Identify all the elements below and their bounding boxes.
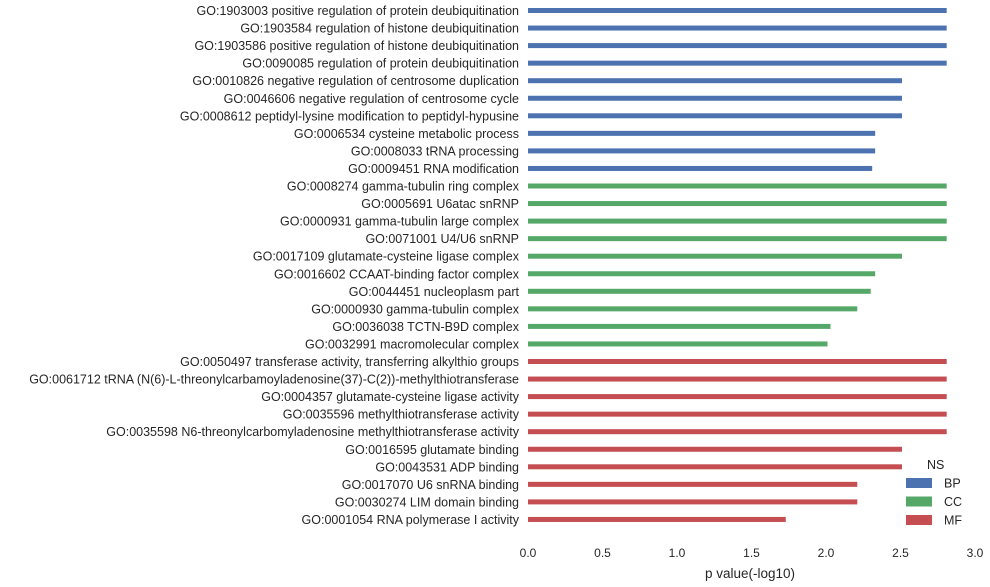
legend-label: CC [944,495,962,509]
legend: NS BP CC MF [906,458,962,528]
category-label: GO:1903584 regulation of histone deubiqu… [240,22,519,36]
category-label: GO:0004357 glutamate-cysteine ligase act… [261,390,520,404]
x-tick-label: 0.0 [520,546,537,560]
category-label: GO:0032991 macromolecular complex [305,337,520,351]
category-label: GO:0005691 U6atac snRNP [361,197,519,211]
x-axis-ticks-layer: 0.0 0.5 1.0 1.5 2.0 2.5 3.0 [520,546,984,560]
category-label: GO:0050497 transferase activity, transfe… [180,355,519,369]
category-label: GO:0001054 RNA polymerase I activity [302,513,520,527]
category-label: GO:0006534 cysteine metabolic process [294,127,519,141]
category-label: GO:0035596 methylthiotransferase activit… [283,408,520,422]
bar [528,113,902,119]
bar [528,130,876,136]
category-label: GO:0016602 CCAAT-binding factor complex [274,267,520,281]
bar [528,8,947,13]
category-label: GO:0046606 negative regulation of centro… [224,92,519,106]
x-axis-label: p value(-log10) [705,566,795,581]
category-label: GO:0036038 TCTN-B9D complex [332,320,519,334]
bar [528,78,902,84]
category-label: GO:0090085 regulation of protein deubiqu… [242,57,519,71]
category-label: GO:0000931 gamma-tubulin large complex [280,215,520,229]
category-label: GO:0043531 ADP binding [375,460,519,474]
category-label: GO:0071001 U4/U6 snRNP [365,232,519,246]
category-label: GO:1903003 positive regulation of protei… [197,4,519,18]
x-tick-label: 2.0 [818,546,835,560]
bar [528,446,902,452]
bar [528,253,902,259]
bar [528,394,947,400]
category-label: GO:0008274 gamma-tubulin ring complex [287,180,520,194]
x-tick-label: 1.0 [669,546,686,560]
bar [528,288,871,294]
legend-title: NS [927,458,944,472]
category-label: GO:0009451 RNA modification [348,162,519,176]
category-label: GO:0017070 U6 snRNA binding [342,478,519,492]
bar [528,183,947,189]
category-label: GO:1903586 positive regulation of histon… [194,39,519,53]
x-tick-label: 1.5 [743,546,760,560]
bar [528,165,873,171]
legend-swatch [906,496,932,507]
category-label: GO:0061712 tRNA (N(6)-L-threonylcarbamoy… [29,373,519,387]
category-label: GO:0008033 tRNA processing [351,144,519,158]
legend-swatch [906,478,932,488]
bar [528,25,947,31]
bar [528,95,902,101]
bars-layer [528,8,947,522]
x-tick-label: 0.5 [594,546,611,560]
category-label: GO:0000930 gamma-tubulin complex [311,302,520,316]
category-label: GO:0044451 nucleoplasm part [349,285,520,299]
bar [528,201,947,207]
bar [528,236,947,242]
bar [528,464,902,470]
x-tick-label: 3.0 [967,546,984,560]
legend-swatch [906,515,932,525]
category-label: GO:0008612 peptidyl-lysine modification … [180,109,519,123]
bar [528,218,947,224]
legend-label: MF [944,514,962,528]
bar [528,306,858,312]
category-label: GO:0030274 LIM domain binding [335,495,519,509]
bar [528,499,858,505]
category-label: GO:0017109 glutamate-cysteine ligase com… [253,250,520,264]
category-label: GO:0035598 N6-threonylcarbomyladenosine … [106,425,519,439]
bar [528,516,786,522]
category-label: GO:0016595 glutamate binding [345,443,519,457]
bar [528,43,947,49]
bar [528,60,947,66]
x-tick-label: 2.5 [892,546,909,560]
category-label: GO:0010826 negative regulation of centro… [192,74,519,88]
bar [528,376,947,382]
bar [528,411,947,417]
bar [528,271,876,277]
bar [528,359,947,364]
bar [528,429,947,435]
category-labels-layer: GO:1903003 positive regulation of protei… [29,4,520,527]
bar [528,341,828,347]
bar [528,148,876,154]
bar [528,481,858,487]
bar [528,323,831,329]
legend-label: BP [944,477,961,491]
